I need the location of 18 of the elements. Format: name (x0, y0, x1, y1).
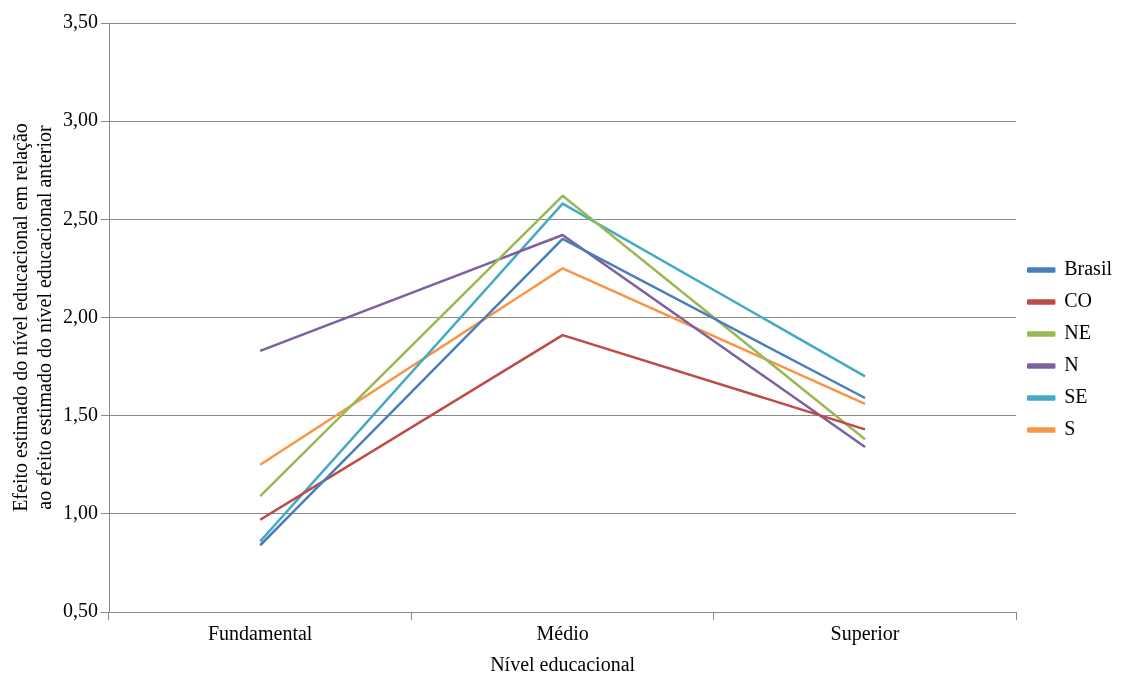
y-tick-label: 3,50 (63, 10, 98, 33)
legend-label: SE (1064, 385, 1088, 408)
x-tick-label: Superior (830, 622, 900, 646)
y-tick-label: 0,50 (63, 599, 98, 622)
legend-label: N (1064, 353, 1079, 376)
x-tick-label: Fundamental (207, 622, 313, 645)
y-tick-label: 3,00 (63, 108, 98, 131)
y-tick-label: 2,00 (63, 304, 98, 327)
legend-label: Brasil (1064, 257, 1113, 280)
y-tick-label: 2,50 (63, 206, 98, 229)
x-axis-title: Nível educacional (490, 653, 636, 676)
y-tick-label: 1,50 (63, 402, 98, 425)
y-tick-label: 1,00 (63, 501, 98, 524)
y-axis-title: Efeito estimado do nível educacional em relação ao efeito estimado do nível educacional anterior (9, 123, 56, 512)
legend-label: CO (1064, 289, 1093, 312)
x-tick-label: Médio (536, 622, 589, 645)
legend-label: S (1064, 417, 1076, 440)
legend-label: NE (1064, 321, 1091, 344)
